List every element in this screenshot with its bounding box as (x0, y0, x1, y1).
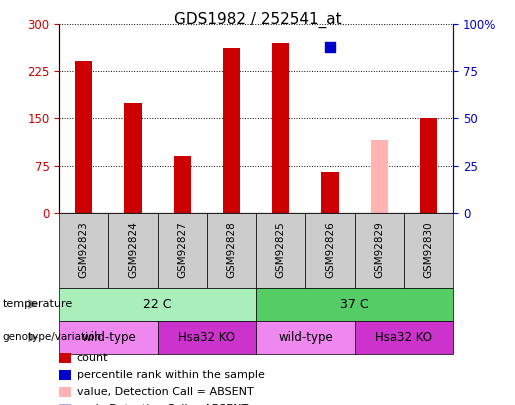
Text: GSM92828: GSM92828 (227, 222, 236, 279)
Bar (272, 43, 289, 213)
Text: GSM92826: GSM92826 (325, 222, 335, 279)
Text: GSM92830: GSM92830 (423, 222, 434, 278)
Point (178, 2, 186, 9)
Text: GSM92824: GSM92824 (128, 222, 138, 279)
Text: count: count (77, 353, 108, 363)
Text: wild-type: wild-type (81, 331, 136, 344)
Bar (75, 61, 93, 213)
Text: 37 C: 37 C (340, 298, 369, 311)
Bar (420, 118, 437, 213)
Text: GDS1982 / 252541_at: GDS1982 / 252541_at (174, 12, 341, 28)
Text: temperature: temperature (3, 299, 73, 309)
Text: GSM92827: GSM92827 (177, 222, 187, 279)
Point (326, 44, 334, 50)
Text: GSM92829: GSM92829 (374, 222, 384, 279)
Bar (174, 156, 191, 213)
Text: wild-type: wild-type (278, 331, 333, 344)
Text: Hsa32 KO: Hsa32 KO (375, 331, 433, 344)
Text: GSM92825: GSM92825 (276, 222, 286, 279)
Text: Hsa32 KO: Hsa32 KO (179, 331, 235, 344)
Bar (321, 172, 339, 213)
Text: 22 C: 22 C (144, 298, 172, 311)
Text: rank, Detection Call = ABSENT: rank, Detection Call = ABSENT (77, 404, 248, 405)
Text: percentile rank within the sample: percentile rank within the sample (77, 370, 265, 380)
Bar (125, 103, 142, 213)
Text: genotype/variation: genotype/variation (3, 333, 101, 342)
Text: GSM92823: GSM92823 (79, 222, 89, 279)
Text: value, Detection Call = ABSENT: value, Detection Call = ABSENT (77, 387, 253, 397)
Bar (223, 48, 240, 213)
Bar (371, 141, 388, 213)
